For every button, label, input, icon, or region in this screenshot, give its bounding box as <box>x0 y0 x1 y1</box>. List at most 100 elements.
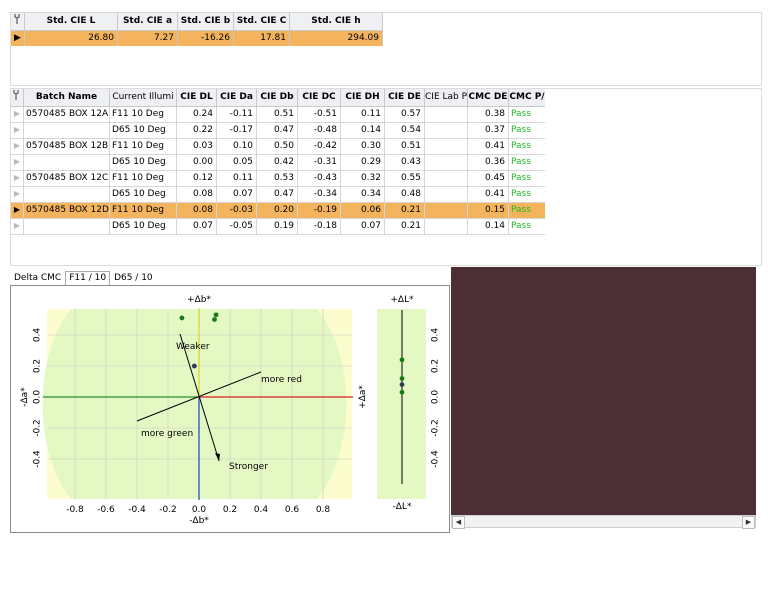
tab-delta-cmc[interactable]: Delta CMC <box>14 273 62 283</box>
table-cell[interactable]: F11 10 Deg <box>110 139 177 154</box>
table-cell[interactable]: 0.32 <box>341 171 385 186</box>
table-cell[interactable]: 0.50 <box>257 139 298 154</box>
table-row[interactable]: ▶ 0570485 BOX 12D F11 10 Deg 0.08 -0.03 0.20-… <box>11 203 545 219</box>
table-cell[interactable]: Pass <box>511 157 531 167</box>
table-cell[interactable] <box>24 155 110 170</box>
table-row[interactable]: ▶ D65 10 Deg 0.07 -0.05 0.19 -0.18 0.07 0.21 0.1… <box>11 219 545 235</box>
table-cell[interactable]: -0.51 <box>298 107 341 122</box>
data-point[interactable] <box>213 312 219 318</box>
std-cell[interactable]: 294.09 <box>290 31 383 46</box>
table-row[interactable]: ▶ 0570485 BOX 12A F11 10 Deg 0.24 -0.11 0.51-… <box>11 107 545 123</box>
table-cell[interactable]: 0.10 <box>217 139 257 154</box>
std-col-header[interactable]: Std. CIE L <box>25 13 118 30</box>
table-cell[interactable]: 0.07 <box>217 187 257 202</box>
table-cell[interactable] <box>24 123 110 138</box>
table-cell[interactable]: F11 10 Deg <box>110 107 177 122</box>
table-cell[interactable]: Pass <box>511 221 531 231</box>
batch-col-header[interactable]: CMC P/ <box>509 92 545 102</box>
table-cell[interactable]: -0.18 <box>298 219 341 234</box>
table-cell[interactable]: 0.00 <box>177 155 217 170</box>
table-row[interactable]: ▶ D65 10 Deg 0.08 0.07 0.47 -0.34 0.34 0.48 0.41… <box>11 187 545 203</box>
data-point[interactable] <box>399 382 405 387</box>
batch-col-header[interactable]: CIE DE <box>385 89 425 106</box>
table-cell[interactable]: 0.51 <box>385 139 425 154</box>
data-point[interactable] <box>399 389 405 395</box>
table-cell[interactable]: 0.11 <box>217 171 257 186</box>
table-cell[interactable]: 0.12 <box>177 171 217 186</box>
batch-col-header[interactable]: Current Illumi <box>110 89 177 106</box>
table-cell[interactable]: F11 10 Deg <box>110 203 177 218</box>
batch-col-header[interactable]: CMC DE <box>468 89 509 106</box>
table-cell[interactable]: 0.07 <box>341 219 385 234</box>
table-cell[interactable]: 0.19 <box>257 219 298 234</box>
table-cell[interactable]: 0.21 <box>385 219 425 234</box>
table-cell[interactable]: 0.45 <box>468 171 509 186</box>
table-cell[interactable]: 0.36 <box>468 155 509 170</box>
table-cell[interactable]: Pass <box>511 125 531 135</box>
table-cell[interactable]: -0.03 <box>217 203 257 218</box>
table-cell[interactable] <box>24 187 110 202</box>
table-cell[interactable]: 0570485 BOX 12B <box>24 139 110 154</box>
data-point[interactable] <box>191 363 197 369</box>
standard-row[interactable]: ▶ 26.80 7.27 -16.26 17.81 294.09 <box>11 31 383 46</box>
table-cell[interactable]: -0.19 <box>298 203 341 218</box>
table-cell[interactable]: -0.17 <box>217 123 257 138</box>
table-cell[interactable]: 0.43 <box>385 155 425 170</box>
table-cell[interactable]: -0.11 <box>217 107 257 122</box>
horizontal-scrollbar[interactable]: ◀ ▶ <box>451 515 756 529</box>
table-cell[interactable]: 0.41 <box>468 187 509 202</box>
table-cell[interactable]: 0.29 <box>341 155 385 170</box>
table-cell[interactable] <box>425 107 468 122</box>
table-cell[interactable]: D65 10 Deg <box>110 123 177 138</box>
std-col-header[interactable]: Std. CIE h <box>290 13 383 30</box>
std-cell[interactable]: 26.80 <box>25 31 118 46</box>
std-cell[interactable]: -16.26 <box>178 31 234 46</box>
scroll-left-icon[interactable]: ◀ <box>452 516 465 529</box>
table-cell[interactable]: 0.08 <box>177 203 217 218</box>
batch-col-header[interactable]: CIE DC <box>298 89 341 106</box>
table-cell[interactable]: D65 10 Deg <box>110 219 177 234</box>
std-col-header[interactable]: Std. CIE C <box>234 13 290 30</box>
table-cell[interactable]: 0.14 <box>468 219 509 234</box>
batch-col-header[interactable]: CIE DH <box>341 89 385 106</box>
table-cell[interactable]: D65 10 Deg <box>110 155 177 170</box>
table-cell[interactable]: 0.48 <box>385 187 425 202</box>
table-row[interactable]: ▶ D65 10 Deg 0.00 0.05 0.42 -0.31 0.29 0.43 0.36… <box>11 155 545 171</box>
table-row[interactable]: ▶ 0570485 BOX 12B F11 10 Deg 0.03 0.10 0.50 -0… <box>11 139 545 155</box>
table-cell[interactable]: Pass <box>511 141 531 151</box>
table-row[interactable]: ▶ 0570485 BOX 12C F11 10 Deg 0.12 0.11 0.53 -0… <box>11 171 545 187</box>
table-row[interactable]: ▶ D65 10 Deg 0.22 -0.17 0.47 -0.48 0.14 0.54 0.3… <box>11 123 545 139</box>
table-cell[interactable]: Pass <box>511 205 531 215</box>
table-cell[interactable]: 0.38 <box>468 107 509 122</box>
table-cell[interactable]: 0.37 <box>468 123 509 138</box>
table-cell[interactable]: Pass <box>511 173 531 183</box>
table-cell[interactable]: 0.41 <box>468 139 509 154</box>
table-cell[interactable] <box>425 155 468 170</box>
table-cell[interactable]: D65 10 Deg <box>110 187 177 202</box>
table-cell[interactable]: 0.30 <box>341 139 385 154</box>
data-point[interactable] <box>399 376 405 381</box>
table-cell[interactable]: 0.34 <box>341 187 385 202</box>
table-cell[interactable] <box>425 139 468 154</box>
table-cell[interactable]: 0.08 <box>177 187 217 202</box>
table-cell[interactable]: Pass <box>511 189 531 199</box>
table-cell[interactable]: 0570485 BOX 12C <box>24 171 110 186</box>
tab-f11-10[interactable]: F11 / 10 <box>65 271 111 285</box>
table-cell[interactable] <box>425 171 468 186</box>
table-cell[interactable]: -0.05 <box>217 219 257 234</box>
std-col-header[interactable]: Std. CIE a <box>118 13 178 30</box>
table-cell[interactable]: 0.55 <box>385 171 425 186</box>
std-cell[interactable]: 17.81 <box>234 31 290 46</box>
batch-col-header[interactable]: CIE Da <box>217 89 257 106</box>
table-cell[interactable] <box>425 123 468 138</box>
table-cell[interactable]: 0.51 <box>257 107 298 122</box>
table-cell[interactable]: 0.47 <box>257 187 298 202</box>
table-cell[interactable]: 0.42 <box>257 155 298 170</box>
batch-col-header[interactable]: Batch Name <box>24 89 110 106</box>
table-cell[interactable]: 0.21 <box>385 203 425 218</box>
table-cell[interactable]: -0.48 <box>298 123 341 138</box>
std-cell[interactable]: 7.27 <box>118 31 178 46</box>
table-cell[interactable]: 0.05 <box>217 155 257 170</box>
table-cell[interactable]: 0.54 <box>385 123 425 138</box>
std-col-header[interactable]: Std. CIE b <box>178 13 234 30</box>
